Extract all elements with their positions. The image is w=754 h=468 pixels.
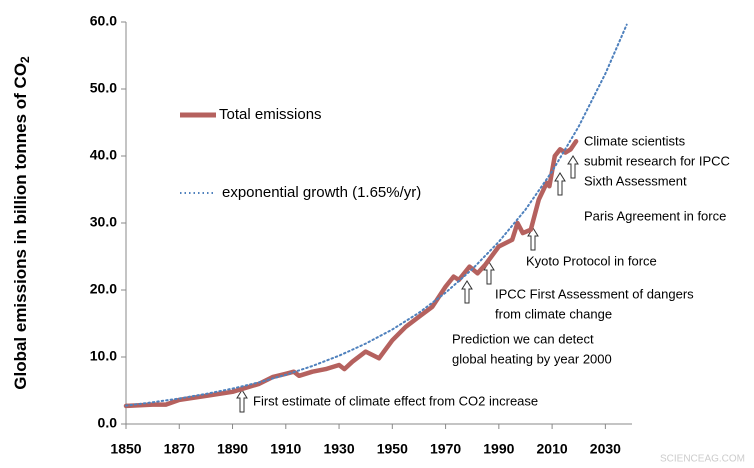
y-tick-label: 20.0 xyxy=(90,281,117,297)
x-tick-label: 1970 xyxy=(430,441,461,457)
annotation: Paris Agreement in force xyxy=(584,208,726,223)
annotation: global heating by year 2000 xyxy=(452,351,612,366)
legend-label: exponential growth (1.65%/yr) xyxy=(222,184,421,201)
series-line xyxy=(125,23,628,407)
arrow xyxy=(567,155,579,179)
annotation: from climate change xyxy=(495,306,612,321)
y-axis-label-sub: 2 xyxy=(18,56,32,63)
arrow xyxy=(554,172,566,196)
arrows xyxy=(236,155,579,413)
watermark: SCIENCEAG.COM xyxy=(660,454,745,465)
y-tick-label: 30.0 xyxy=(90,214,117,230)
annotation: IPCC First Assessment of dangers xyxy=(495,286,694,301)
x-tick-label: 2030 xyxy=(590,441,621,457)
annotation: submit research for IPCC xyxy=(584,153,730,168)
y-axis-label: Global emissions in billion tonnes of CO… xyxy=(11,56,32,390)
x-tick-label: 1870 xyxy=(164,441,195,457)
y-tick-label: 10.0 xyxy=(90,348,117,364)
x-tick-label: 1910 xyxy=(270,441,301,457)
annotation: Kyoto Protocol in force xyxy=(526,253,657,268)
annotation: Sixth Assessment xyxy=(584,173,687,188)
annotation: Prediction we can detect xyxy=(452,331,594,346)
arrow xyxy=(527,227,539,251)
annotation: First estimate of climate effect from CO… xyxy=(253,393,538,408)
arrow xyxy=(236,389,248,413)
annotation: Climate scientists xyxy=(584,133,686,148)
y-tick-label: 40.0 xyxy=(90,147,117,163)
x-tick-label: 1850 xyxy=(110,441,141,457)
x-tick-label: 1930 xyxy=(323,441,354,457)
x-tick-label: 2010 xyxy=(537,441,568,457)
x-tick-label: 1950 xyxy=(377,441,408,457)
x-tick-label: 1990 xyxy=(483,441,514,457)
legend-label: Total emissions xyxy=(219,106,322,123)
arrow xyxy=(461,280,473,304)
y-tick-label: 60.0 xyxy=(90,13,117,29)
x-tick-label: 1890 xyxy=(217,441,248,457)
y-axis-label-text: Global emissions in billion tonnes of CO xyxy=(11,63,30,390)
arrow xyxy=(483,261,495,285)
y-tick-label: 0.0 xyxy=(98,415,118,431)
y-tick-label: 50.0 xyxy=(90,80,117,96)
